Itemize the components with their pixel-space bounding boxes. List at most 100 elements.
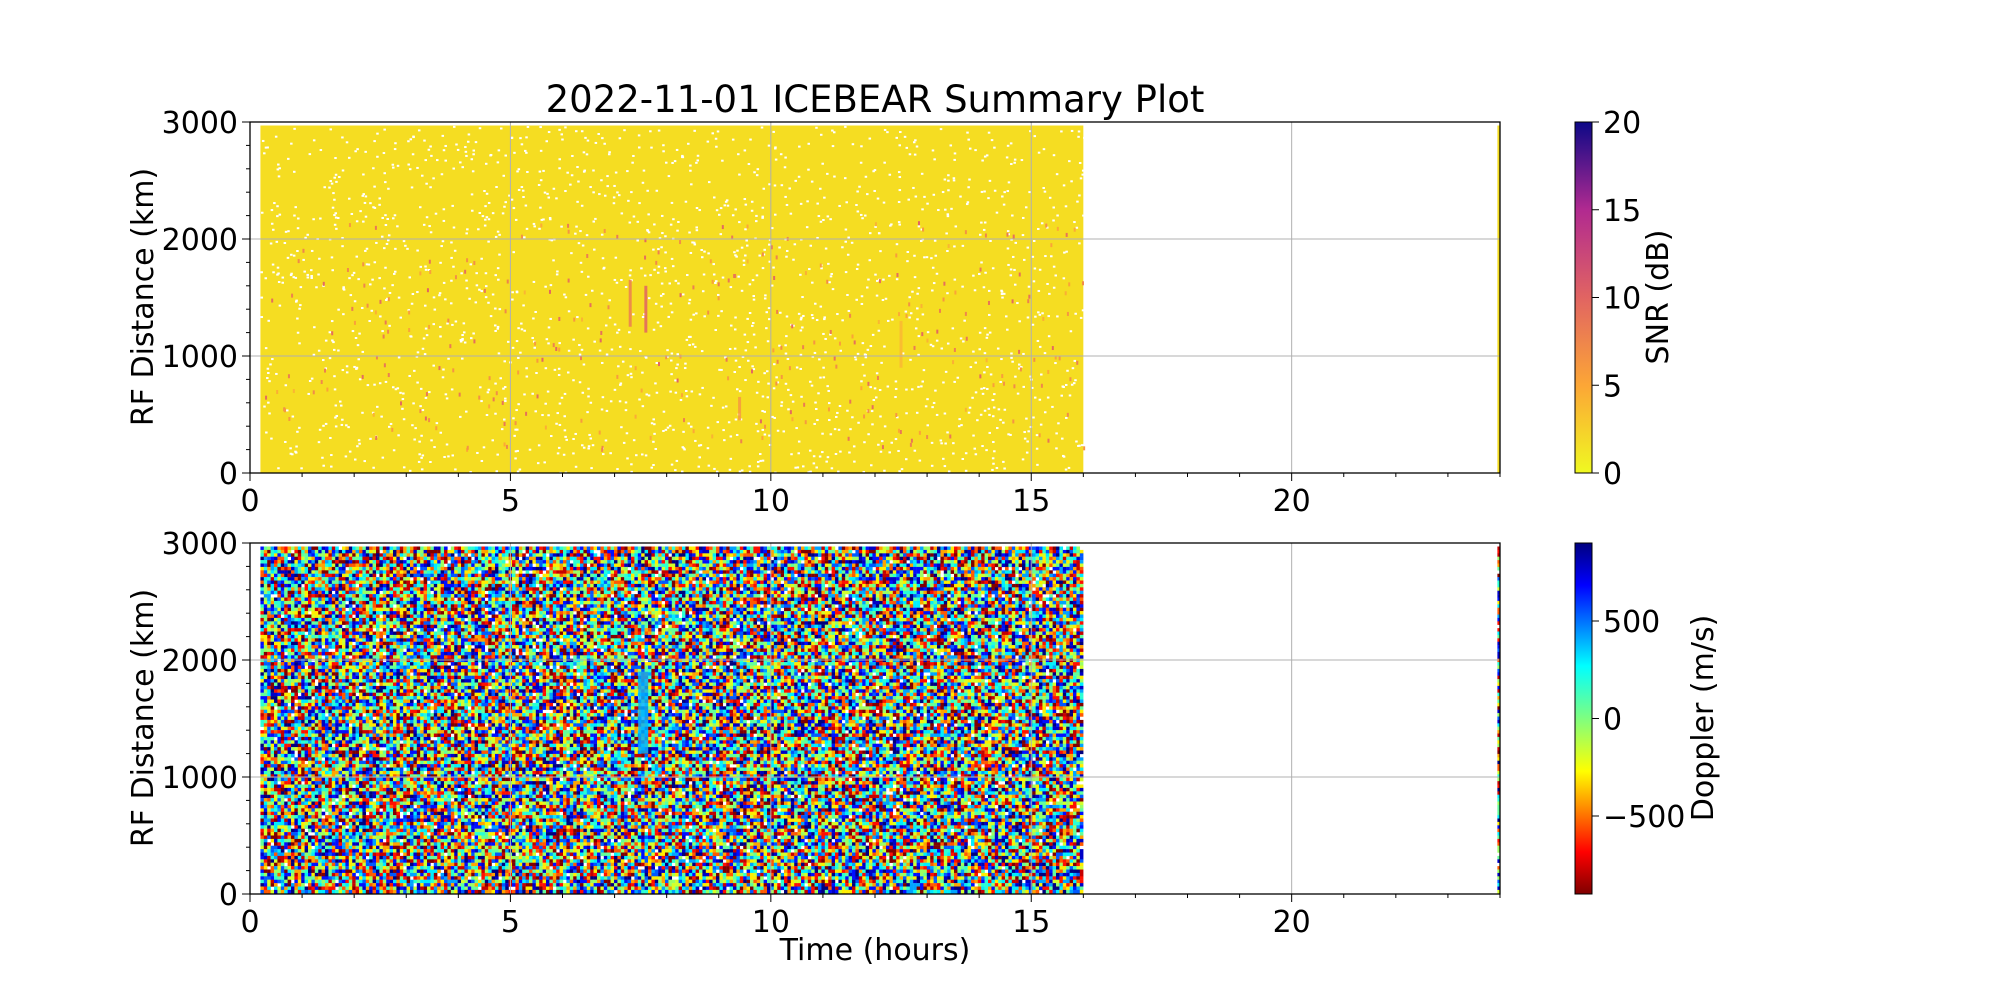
doppler-point <box>348 577 353 581</box>
snr-gap <box>822 332 825 335</box>
doppler-point <box>311 641 316 646</box>
snr-gap <box>988 413 991 416</box>
doppler-point <box>277 641 282 646</box>
doppler-point <box>325 794 329 799</box>
snr-gap <box>656 271 660 274</box>
snr-gap <box>785 335 788 338</box>
doppler-point <box>267 696 271 700</box>
doppler-point <box>345 726 350 731</box>
snr-gap <box>670 201 674 204</box>
doppler-point <box>287 631 292 636</box>
snr-gap <box>1023 431 1026 434</box>
doppler-point <box>270 590 275 595</box>
snr-gap <box>406 247 409 250</box>
snr-gap <box>462 322 466 325</box>
doppler-point <box>270 553 275 557</box>
doppler-point <box>345 879 350 884</box>
snr-gap <box>496 325 500 328</box>
doppler-point <box>342 832 346 836</box>
doppler-point <box>314 764 319 768</box>
snr-gap <box>566 371 570 374</box>
snr-point <box>992 383 995 388</box>
snr-gap <box>438 292 442 295</box>
doppler-point <box>304 781 309 785</box>
doppler-point <box>284 808 288 812</box>
snr-gap <box>560 225 563 228</box>
snr-gap <box>1066 369 1069 372</box>
doppler-point <box>331 777 336 782</box>
snr-gap <box>676 229 679 232</box>
doppler-point <box>284 804 288 809</box>
snr-gap <box>330 182 334 185</box>
doppler-point <box>277 835 282 840</box>
snr-gap <box>1000 289 1003 292</box>
doppler-point <box>287 804 292 809</box>
doppler-point <box>291 577 295 581</box>
doppler-point <box>345 862 350 867</box>
doppler-point <box>328 760 333 765</box>
doppler-point <box>301 886 305 891</box>
doppler-point <box>270 624 275 629</box>
doppler-point <box>325 777 329 782</box>
snr-gap <box>520 328 524 331</box>
doppler-point <box>291 862 295 867</box>
snr-gap <box>952 179 956 182</box>
doppler-point <box>304 546 309 551</box>
doppler-point <box>284 794 288 799</box>
snr-gap <box>829 218 832 221</box>
doppler-point <box>294 774 299 778</box>
doppler-point <box>328 617 333 622</box>
doppler-point <box>338 818 343 823</box>
doppler-point <box>311 733 316 738</box>
snr-gap <box>863 353 867 356</box>
snr-gap <box>268 412 271 415</box>
snr-gap <box>903 135 907 138</box>
doppler-point <box>301 811 305 816</box>
doppler-point <box>325 747 329 751</box>
snr-gap <box>690 390 694 393</box>
doppler-point <box>331 876 336 880</box>
doppler-point <box>277 886 282 891</box>
doppler-point <box>348 726 353 731</box>
doppler-point <box>304 594 309 598</box>
doppler-point <box>270 794 275 799</box>
snr-gap <box>782 430 786 433</box>
snr-gap <box>1013 161 1016 164</box>
doppler-point <box>304 784 309 789</box>
doppler-point <box>263 726 268 731</box>
doppler-point <box>280 549 285 554</box>
doppler-point <box>355 611 360 615</box>
snr-gap <box>356 148 359 151</box>
doppler-point <box>277 573 282 578</box>
doppler-point <box>277 679 282 683</box>
snr-gap <box>1039 423 1043 426</box>
snr-point <box>599 338 602 343</box>
doppler-point <box>345 648 350 653</box>
snr-gap <box>829 275 833 278</box>
doppler-point <box>267 655 271 659</box>
snr-gap <box>299 286 303 289</box>
snr-gap <box>952 452 955 455</box>
snr-gap <box>444 144 447 147</box>
doppler-point <box>304 580 309 585</box>
doppler-point <box>321 784 326 789</box>
snr-gap <box>393 270 397 273</box>
snr-gap <box>787 388 790 391</box>
snr-gap <box>537 444 541 447</box>
snr-gap <box>1027 285 1031 288</box>
snr-gap <box>917 385 920 388</box>
doppler-point <box>274 624 278 629</box>
doppler-point <box>345 842 350 846</box>
doppler-point <box>294 624 299 629</box>
doppler-point <box>311 563 316 568</box>
snr-gap <box>542 169 545 172</box>
doppler-point <box>328 808 333 812</box>
doppler-point <box>260 733 265 738</box>
snr-gap <box>525 367 528 370</box>
snr-gap <box>439 335 442 338</box>
doppler-point <box>263 604 268 608</box>
snr-gap <box>555 273 559 276</box>
doppler-point <box>267 767 271 772</box>
doppler-point <box>345 828 350 833</box>
doppler-point <box>335 716 339 721</box>
